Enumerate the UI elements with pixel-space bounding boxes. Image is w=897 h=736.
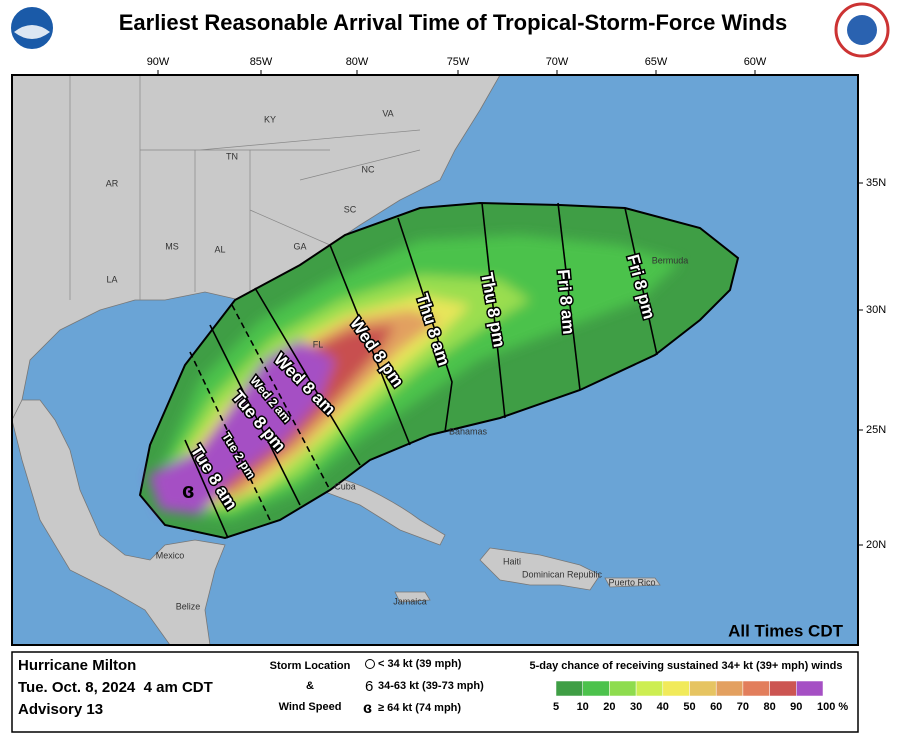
scale-swatch bbox=[582, 680, 610, 697]
lon-label: 85W bbox=[250, 56, 273, 68]
key-label: Wind Speed bbox=[279, 701, 342, 713]
place-label: Haiti bbox=[503, 556, 521, 566]
map-area: ɞ bbox=[12, 75, 858, 645]
scale-swatch bbox=[742, 680, 770, 697]
scale-label: 40 bbox=[657, 701, 669, 713]
place-label: TN bbox=[226, 151, 238, 161]
scale-label: 60 bbox=[710, 701, 722, 713]
lat-label: 20N bbox=[866, 539, 886, 551]
lon-labels: 90W 85W 80W 75W 70W 65W 60W 35N 30N 25N 20N bbox=[147, 56, 887, 551]
wind-key: ≥ 64 kt (74 mph) bbox=[378, 702, 461, 714]
time-zone-note: All Times CDT bbox=[728, 621, 844, 640]
lat-label: 25N bbox=[866, 424, 886, 436]
scale-swatch bbox=[609, 680, 637, 697]
key-label: Storm Location bbox=[270, 660, 351, 672]
advisory-number: Advisory 13 bbox=[18, 701, 103, 718]
place-label: Puerto Rico bbox=[608, 577, 655, 587]
scale-label: 90 bbox=[790, 701, 802, 713]
lon-label: 75W bbox=[447, 56, 470, 68]
scale-label: 5 bbox=[553, 701, 559, 713]
place-label: AL bbox=[214, 244, 225, 254]
place-label: AR bbox=[106, 178, 119, 188]
symbol-ts: 6 bbox=[365, 678, 373, 695]
place-label: Bahamas bbox=[449, 426, 488, 436]
probability-scale: 5 10 20 30 40 50 60 70 80 90 100 % bbox=[553, 680, 848, 713]
scale-swatch bbox=[555, 680, 583, 697]
scale-title: 5-day chance of receiving sustained 34+ … bbox=[530, 660, 843, 672]
map-frame bbox=[11, 74, 859, 646]
place-label: VA bbox=[382, 108, 393, 118]
scale-swatch bbox=[715, 680, 744, 697]
scale-label: 100 % bbox=[817, 701, 848, 713]
lon-label: 70W bbox=[546, 56, 569, 68]
state-lines bbox=[69, 75, 421, 300]
wind-key: < 34 kt (39 mph) bbox=[378, 658, 462, 670]
place-label: Bermuda bbox=[652, 255, 689, 265]
scale-label: 80 bbox=[763, 701, 775, 713]
place-label: NC bbox=[362, 164, 375, 174]
place-labels: KY VA TN NC AR SC MS AL GA LA FL Bermuda Bahamas Cuba… bbox=[106, 108, 689, 611]
place-label: FL bbox=[313, 339, 324, 349]
place-label: MS bbox=[165, 241, 179, 251]
scale-swatch bbox=[769, 680, 797, 697]
lon-label: 60W bbox=[744, 56, 767, 68]
scale-label: 10 bbox=[577, 701, 589, 713]
place-label: Jamaica bbox=[393, 596, 427, 606]
arrival-label: Fri 8 am bbox=[554, 269, 579, 336]
place-label: SC bbox=[344, 204, 357, 214]
scale-label: 20 bbox=[603, 701, 615, 713]
probability-swath bbox=[138, 201, 740, 540]
scale-label: 70 bbox=[737, 701, 749, 713]
place-label: Cuba bbox=[334, 481, 356, 491]
lon-label: 65W bbox=[645, 56, 668, 68]
storm-symbol: ɞ bbox=[182, 478, 194, 503]
lon-label: 90W bbox=[147, 56, 170, 68]
land bbox=[12, 75, 661, 645]
scale-label: 50 bbox=[683, 701, 695, 713]
lat-label: 30N bbox=[866, 304, 886, 316]
lat-label: 35N bbox=[866, 177, 886, 189]
arrival-lines bbox=[184, 202, 658, 539]
place-label: KY bbox=[264, 114, 276, 124]
storm-name: Hurricane Milton bbox=[18, 657, 136, 674]
key-label: & bbox=[306, 680, 314, 692]
noaa-logo-bird bbox=[14, 25, 50, 39]
advisory-date: Tue. Oct. 8, 2024 4 am CDT bbox=[18, 679, 213, 696]
title: Earliest Reasonable Arrival Time of Trop… bbox=[119, 10, 788, 35]
place-label: Belize bbox=[176, 601, 201, 611]
scale-swatch bbox=[796, 680, 824, 697]
place-label: Dominican Republic bbox=[522, 569, 603, 579]
place-label: Mexico bbox=[156, 550, 185, 560]
place-label: GA bbox=[293, 241, 306, 251]
scale-label: 30 bbox=[630, 701, 642, 713]
scale-swatch bbox=[662, 680, 690, 697]
symbol-hurricane: ɞ bbox=[363, 700, 372, 717]
lon-label: 80W bbox=[346, 56, 369, 68]
scale-swatch bbox=[635, 680, 664, 697]
scale-swatch bbox=[689, 680, 717, 697]
place-label: LA bbox=[106, 274, 117, 284]
symbol-weak bbox=[365, 659, 375, 669]
nws-logo-center bbox=[847, 15, 877, 45]
wind-key: 34-63 kt (39-73 mph) bbox=[378, 680, 484, 692]
